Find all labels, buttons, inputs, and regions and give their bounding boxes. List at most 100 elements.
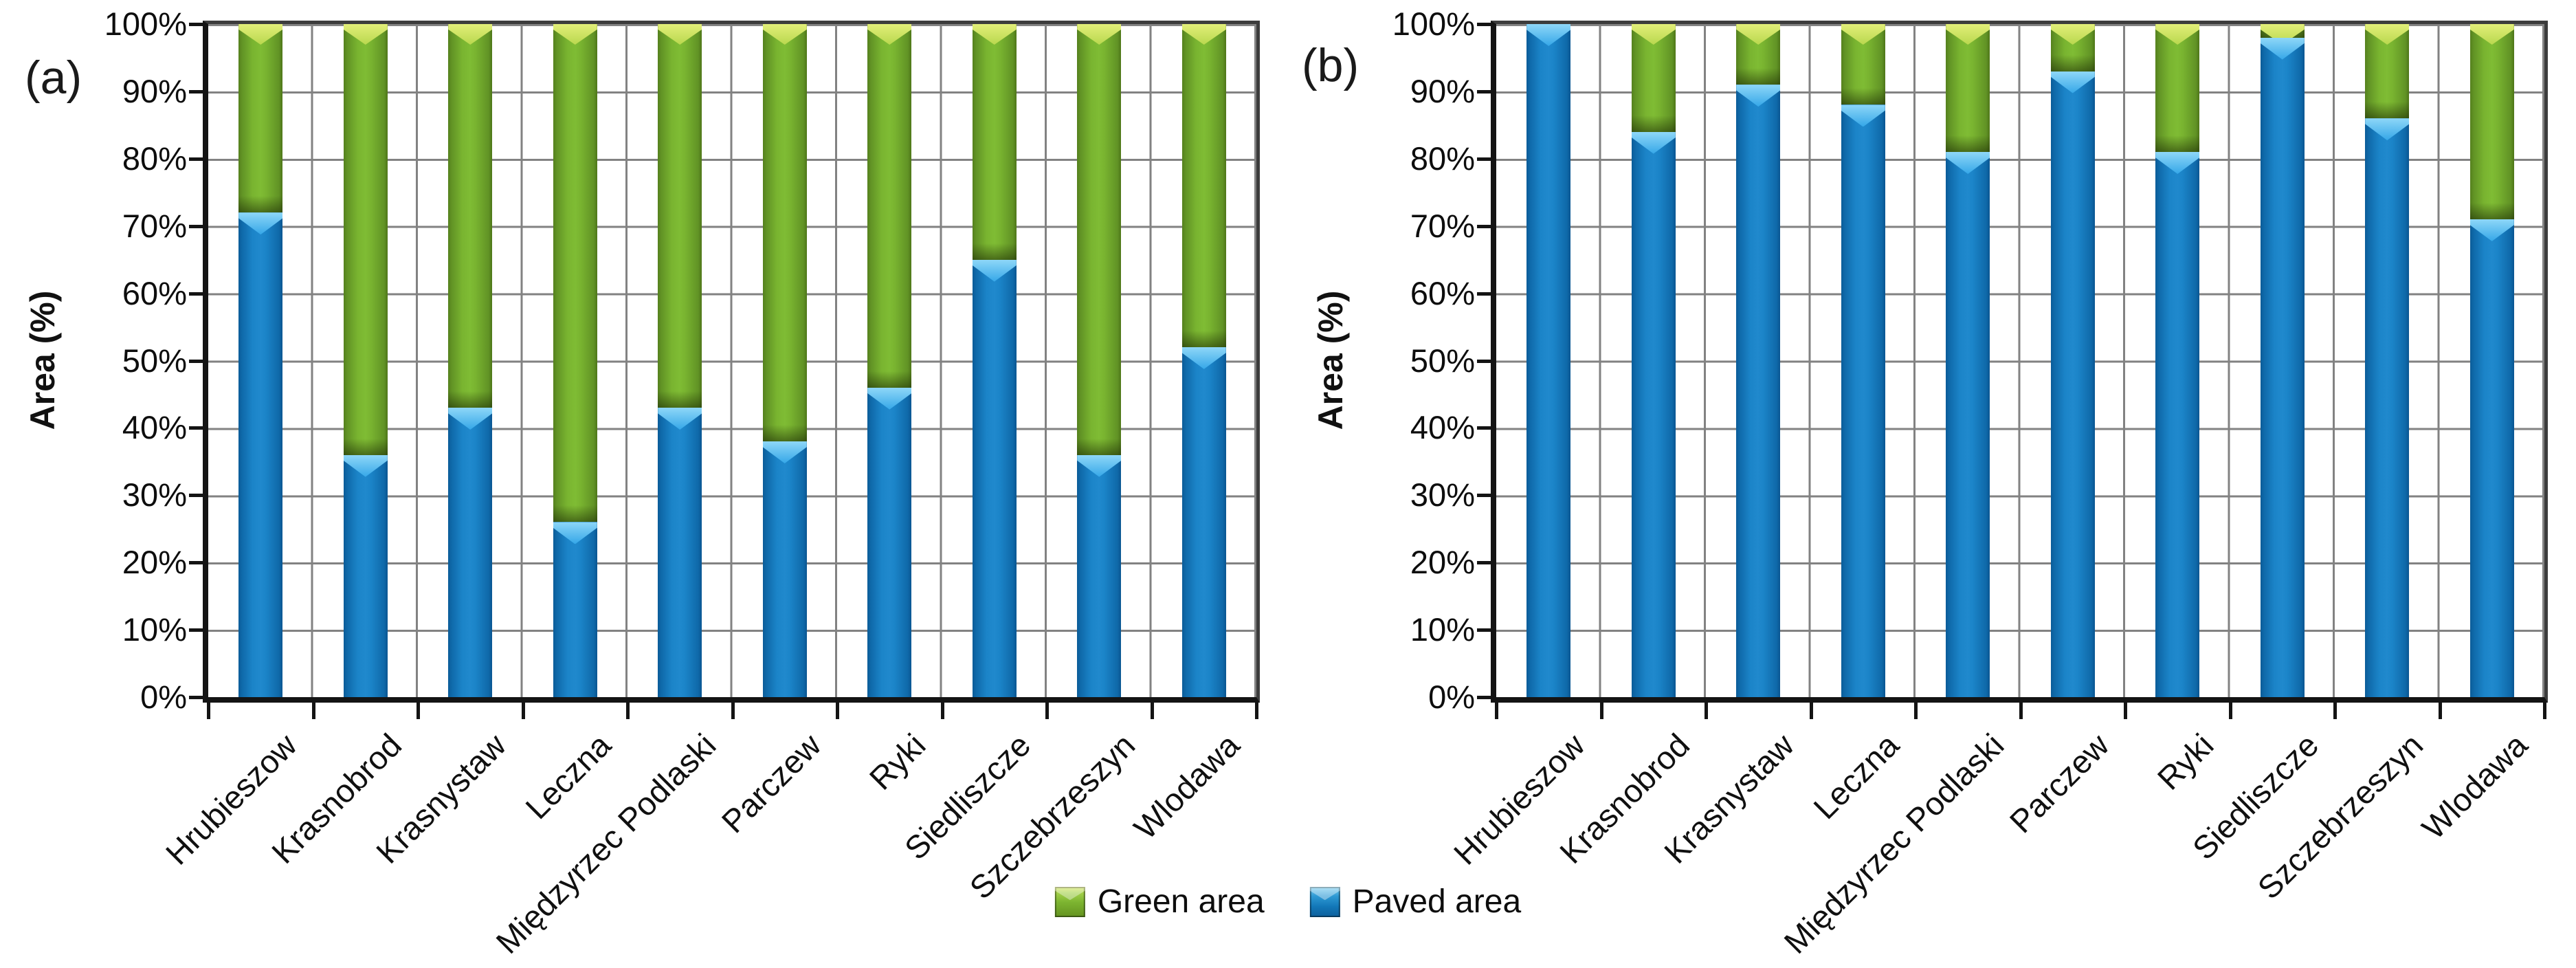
x-tick xyxy=(1495,703,1498,719)
y-tick-label: 100% xyxy=(104,6,187,42)
bar-segment-paved xyxy=(1841,104,1885,697)
chart-panel-b: (b) Area (%) 0% 10% 20% 30% 40% 50% 60% 70% 80% 9… xyxy=(1288,0,2576,968)
y-tick-label: 80% xyxy=(1410,140,1475,177)
y-tick xyxy=(189,561,203,565)
x-tick xyxy=(2228,703,2232,719)
y-tick xyxy=(189,89,203,94)
bar-segment-green xyxy=(2050,24,2095,72)
stacked-bar xyxy=(448,24,493,697)
y-tick xyxy=(189,157,203,161)
x-category-label: Wlodawa xyxy=(2414,726,2535,846)
bar-segment-paved xyxy=(1077,454,1122,697)
plot-area xyxy=(203,21,1260,703)
bar-segment-paved xyxy=(1631,131,1676,697)
bar-segment-paved xyxy=(658,408,702,697)
bar-segment-green xyxy=(553,24,597,522)
bar-segment-paved xyxy=(2260,37,2305,697)
x-tick xyxy=(1599,703,1603,719)
bar-segment-paved xyxy=(2365,118,2410,697)
x-tick xyxy=(311,703,315,719)
stacked-bar xyxy=(2469,24,2514,697)
bar-segment-paved xyxy=(448,408,493,697)
chart-panel-a: (a) Area (%) 0% 10% 20% 30% 40% 50% 60% 70% 80% 9… xyxy=(0,0,1288,968)
bar-segment-green xyxy=(1077,24,1122,455)
bar-segment-green xyxy=(1841,24,1885,105)
bar-segment-paved xyxy=(867,387,912,697)
stacked-bar xyxy=(1946,24,1990,697)
bar-segment-paved xyxy=(1526,24,1571,697)
x-axis-tick-labels: Hrubieszow Krasnobrod Krasnystaw Leczna Międ… xyxy=(1446,726,2544,968)
x-tick xyxy=(2019,703,2023,719)
bar-segment-green xyxy=(2260,24,2305,38)
bar-segment-green xyxy=(658,24,702,408)
x-category-label: Leczna xyxy=(1806,726,1906,826)
y-tick xyxy=(189,628,203,632)
y-tick-label: 50% xyxy=(1410,342,1475,379)
stacked-bar xyxy=(238,24,283,697)
x-tick xyxy=(1914,703,1918,719)
bar-segment-green xyxy=(1631,24,1676,132)
y-axis-tick-labels: 0% 10% 20% 30% 40% 50% 60% 70% 80% 90% 100% xyxy=(0,6,187,715)
y-tick xyxy=(1477,561,1491,565)
y-tick-label: 20% xyxy=(122,544,187,581)
panel-label-a: (a) xyxy=(25,52,82,104)
x-category-label: Parczew xyxy=(714,726,828,840)
stacked-bar xyxy=(2050,24,2095,697)
stacked-bar xyxy=(1841,24,1885,697)
legend-label: Green area xyxy=(1097,883,1265,920)
y-tick xyxy=(1477,494,1491,498)
y-tick-label: 10% xyxy=(1410,611,1475,648)
bar-segment-green xyxy=(1736,24,1781,85)
plot-area xyxy=(1491,21,2548,703)
y-axis-ticks xyxy=(1477,23,1491,699)
y-tick xyxy=(1477,23,1491,26)
y-tick xyxy=(189,696,203,699)
y-tick xyxy=(1477,426,1491,430)
y-tick xyxy=(189,23,203,26)
x-category-label: Parczew xyxy=(2002,726,2116,840)
stacked-bar xyxy=(867,24,912,697)
bar-segment-paved xyxy=(1736,85,1781,697)
legend-swatch-green-icon xyxy=(1054,886,1085,917)
x-axis-ticks xyxy=(1495,703,2546,720)
y-tick-label: 90% xyxy=(1410,72,1475,109)
legend-item-paved: Paved area xyxy=(1309,883,1522,921)
bar-segment-green xyxy=(2469,24,2514,219)
x-tick xyxy=(1150,703,1154,719)
x-tick xyxy=(1705,703,1708,719)
x-axis-tick-labels: Hrubieszow Krasnobrod Krasnystaw Leczna Międ… xyxy=(158,726,1256,968)
y-tick xyxy=(189,426,203,430)
stacked-bar xyxy=(1526,24,1571,697)
y-tick-label: 30% xyxy=(122,476,187,514)
y-axis-tick-labels: 0% 10% 20% 30% 40% 50% 60% 70% 80% 90% 100% xyxy=(1288,6,1475,715)
stacked-bar xyxy=(1181,24,1226,697)
y-tick-label: 90% xyxy=(122,72,187,109)
bar-segment-paved xyxy=(2469,219,2514,697)
y-tick-label: 50% xyxy=(122,342,187,379)
bar-segment-green xyxy=(2155,24,2200,153)
y-tick xyxy=(1477,696,1491,699)
bar-segment-paved xyxy=(2050,71,2095,697)
y-tick xyxy=(1477,89,1491,94)
bar-segment-paved xyxy=(553,522,597,697)
y-tick-label: 30% xyxy=(1410,476,1475,514)
x-tick xyxy=(2438,703,2442,719)
x-tick xyxy=(836,703,839,719)
stacked-bar xyxy=(762,24,807,697)
y-tick xyxy=(1477,292,1491,296)
legend-label: Paved area xyxy=(1352,883,1522,920)
y-tick-label: 70% xyxy=(1410,207,1475,244)
stacked-bar xyxy=(2260,24,2305,697)
bar-segment-paved xyxy=(1181,346,1226,697)
bar-segment-green xyxy=(867,24,912,388)
y-tick-label: 0% xyxy=(140,679,187,715)
x-category-label: Ryki xyxy=(862,726,933,797)
y-tick xyxy=(189,359,203,363)
x-tick xyxy=(626,703,630,719)
x-tick xyxy=(940,703,944,719)
bar-segment-green xyxy=(238,24,283,213)
x-tick xyxy=(2543,703,2546,719)
stacked-bar xyxy=(658,24,702,697)
y-tick-label: 70% xyxy=(122,207,187,244)
